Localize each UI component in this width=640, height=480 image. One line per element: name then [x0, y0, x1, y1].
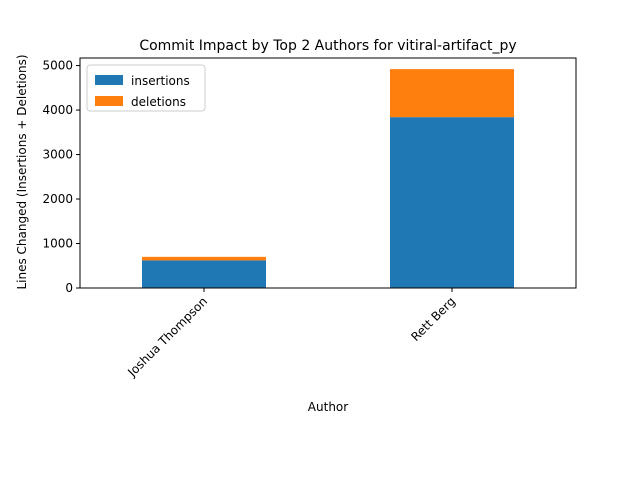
y-tick-label: 0 — [65, 281, 73, 295]
chart-title: Commit Impact by Top 2 Authors for vitir… — [139, 38, 516, 54]
x-tick-label: Joshua Thompson — [124, 294, 210, 380]
bars-group — [142, 69, 514, 289]
y-tick-label: 2000 — [42, 192, 73, 206]
y-tick-label: 1000 — [42, 237, 73, 251]
legend-label-deletions: deletions — [131, 95, 186, 109]
plot-frame — [79, 57, 577, 289]
x-axis: Joshua Thompson Rett Berg — [124, 288, 458, 380]
bar-deletions-rett-berg — [390, 69, 514, 118]
y-tick-label: 5000 — [42, 59, 73, 73]
legend: insertions deletions — [86, 64, 206, 112]
legend-swatch-deletions — [95, 96, 123, 106]
y-tick-label: 4000 — [42, 103, 73, 117]
y-tick-label: 3000 — [42, 148, 73, 162]
x-tick-label: Rett Berg — [408, 294, 458, 344]
y-axis: 0 1000 2000 3000 4000 5000 — [42, 59, 80, 295]
legend-swatch-insertions — [95, 75, 123, 85]
bar-insertions-rett-berg — [390, 117, 514, 289]
legend-label-insertions: insertions — [131, 74, 190, 88]
x-axis-label: Author — [308, 400, 348, 414]
bar-insertions-joshua-thompson — [142, 260, 266, 288]
y-axis-label: Lines Changed (Insertions + Deletions) — [15, 54, 29, 289]
bar-deletions-joshua-thompson — [142, 256, 266, 261]
